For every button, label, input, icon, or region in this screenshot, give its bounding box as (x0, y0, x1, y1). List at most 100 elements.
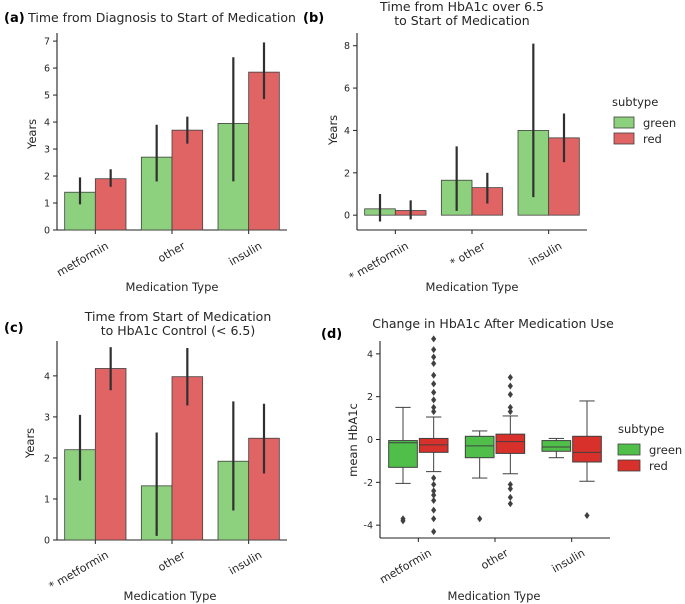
panel-d: (d) Change in HbA1c After Medication Use… (321, 316, 614, 603)
panel-c-bar-red (94, 368, 127, 541)
panel-a-xtick-label: metformin (55, 239, 111, 279)
panel-c-ylabel: Years (23, 428, 37, 459)
panel-d-flier-red (507, 391, 513, 399)
panel-d-flier-red (431, 353, 437, 361)
panel-d-flier-red (584, 512, 590, 520)
legend-bottom: subtype green red (617, 422, 682, 473)
panel-a-ytick-label: 3 (44, 145, 50, 156)
panel-d-title: Change in HbA1c After Medication Use (372, 316, 614, 331)
panel-b-ylabel: Years (326, 115, 340, 146)
panel-d-ytick-label: -4 (364, 521, 373, 532)
panel-b-xtick-label: insulin (527, 239, 565, 268)
legend-bottom-red-label: red (649, 459, 668, 473)
panel-d-flier-red (507, 485, 513, 493)
panel-d-flier-green (477, 515, 483, 523)
panel-a-ytick-label: 5 (44, 91, 50, 102)
legend-bottom-green-swatch (617, 443, 641, 456)
panel-c-xlabel: Medication Type (124, 589, 217, 603)
panel-d-flier-red (507, 373, 513, 381)
panel-d-flier-red (507, 403, 513, 411)
panel-d-flier-red (507, 408, 513, 416)
panel-c-ytick-label: 2 (44, 453, 50, 464)
panel-d-flier-red (431, 515, 437, 523)
panel-d-xtick-label: other (479, 546, 511, 572)
panel-a-title: Time from Diagnosis to Start of Medicati… (27, 10, 296, 25)
panel-d-xlabel: Medication Type (448, 589, 541, 603)
panel-c-xtick-label: other (156, 548, 188, 574)
panel-d-flier-red (507, 382, 513, 390)
panel-d-label: (d) (321, 327, 342, 342)
panel-a-ytick-label: 4 (44, 118, 50, 129)
panel-d-flier-red (507, 480, 513, 488)
panel-c: (c) Time from Start of Medication to HbA1… (4, 309, 287, 603)
panel-d-ytick-label: 4 (367, 349, 373, 360)
panel-b-ytick-label: 2 (344, 168, 350, 179)
legend-top-green-label: green (643, 116, 676, 130)
panel-d-flier-red (507, 493, 513, 501)
panel-a-xtick-label: other (156, 239, 188, 265)
panel-d-ytick-label: 2 (367, 392, 373, 403)
panel-d-flier-red (431, 408, 437, 416)
panel-b-xtick-label: * metformin (347, 239, 411, 284)
panel-b-title: Time from HbA1c over 6.5 to Start of Medi… (379, 0, 544, 28)
panel-d-flier-red (431, 403, 437, 411)
panel-d-flier-red (431, 371, 437, 379)
legend-bottom-green-label: green (649, 443, 682, 457)
panel-a-ytick-label: 0 (44, 226, 50, 237)
panel-c-title: Time from Start of Medication to HbA1c Co… (84, 309, 272, 338)
panel-d-box-red (572, 435, 602, 463)
panel-a-ytick-label: 2 (44, 172, 50, 183)
panel-b-xtick-label: * other (448, 239, 488, 270)
panel-a-bar-red (171, 129, 204, 231)
panel-d-flier-red (431, 487, 437, 495)
panel-d-flier-green (400, 517, 406, 525)
panel-d-box-red (495, 433, 526, 454)
panel-a-ytick-label: 7 (44, 37, 50, 48)
panel-d-ylabel: mean HbA1c (346, 403, 360, 477)
panel-d-box-green (388, 440, 418, 468)
legend-top-red-label: red (643, 132, 662, 146)
panel-d-flier-red (507, 500, 513, 508)
panel-c-ytick-label: 4 (44, 371, 50, 382)
panel-d-flier-red (431, 380, 437, 388)
panel-d-xtick-label: metformin (378, 546, 434, 586)
panel-d-box-red (418, 437, 449, 453)
panel-c-ytick-label: 0 (44, 536, 50, 547)
panel-a-xtick-label: insulin (227, 239, 265, 268)
legend-top-red-swatch (613, 132, 635, 145)
panel-c-xtick-label: insulin (227, 548, 265, 577)
legend-top-title: subtype (612, 95, 658, 109)
panel-c-label: (c) (4, 321, 24, 336)
panel-c-ytick-label: 1 (44, 494, 50, 505)
panel-d-flier-red (431, 474, 437, 482)
panel-d-flier-red (431, 506, 437, 514)
panel-b-ytick-label: 6 (344, 84, 350, 95)
panel-d-flier-red (431, 388, 437, 396)
panel-b-ytick-label: 8 (344, 41, 350, 52)
panel-b-ytick-label: 0 (344, 211, 350, 222)
legend-bottom-red-swatch (617, 459, 641, 472)
legend-top-green-swatch (613, 116, 635, 129)
panel-b-label: (b) (303, 11, 324, 26)
panel-d-flier-red (431, 396, 437, 404)
panel-d-ytick-label: 0 (367, 435, 373, 446)
panel-d-flier-red (431, 528, 437, 536)
panel-d-flier-red (431, 497, 437, 505)
panel-d-ytick-label: -2 (364, 478, 373, 489)
panel-b: (b) Time from HbA1c over 6.5 to Start of … (303, 0, 587, 294)
panel-a-label: (a) (4, 11, 25, 26)
panel-d-flier-red (431, 346, 437, 354)
panel-a: (a) Time from Diagnosis to Start of Medi… (4, 10, 296, 294)
panel-b-xlabel: Medication Type (426, 280, 519, 294)
panel-c-ytick-label: 3 (44, 412, 50, 423)
panel-d-flier-red (431, 359, 437, 367)
panel-d-xtick-label: insulin (550, 546, 588, 575)
panel-a-xlabel: Medication Type (126, 280, 219, 294)
panel-a-ytick-label: 6 (44, 64, 50, 75)
panel-d-flier-red (431, 491, 437, 499)
panel-d-flier-red (431, 480, 437, 488)
panel-d-box-green (541, 440, 572, 452)
panel-d-box-green (464, 435, 495, 459)
panel-c-xtick-label: * metformin (47, 548, 111, 593)
